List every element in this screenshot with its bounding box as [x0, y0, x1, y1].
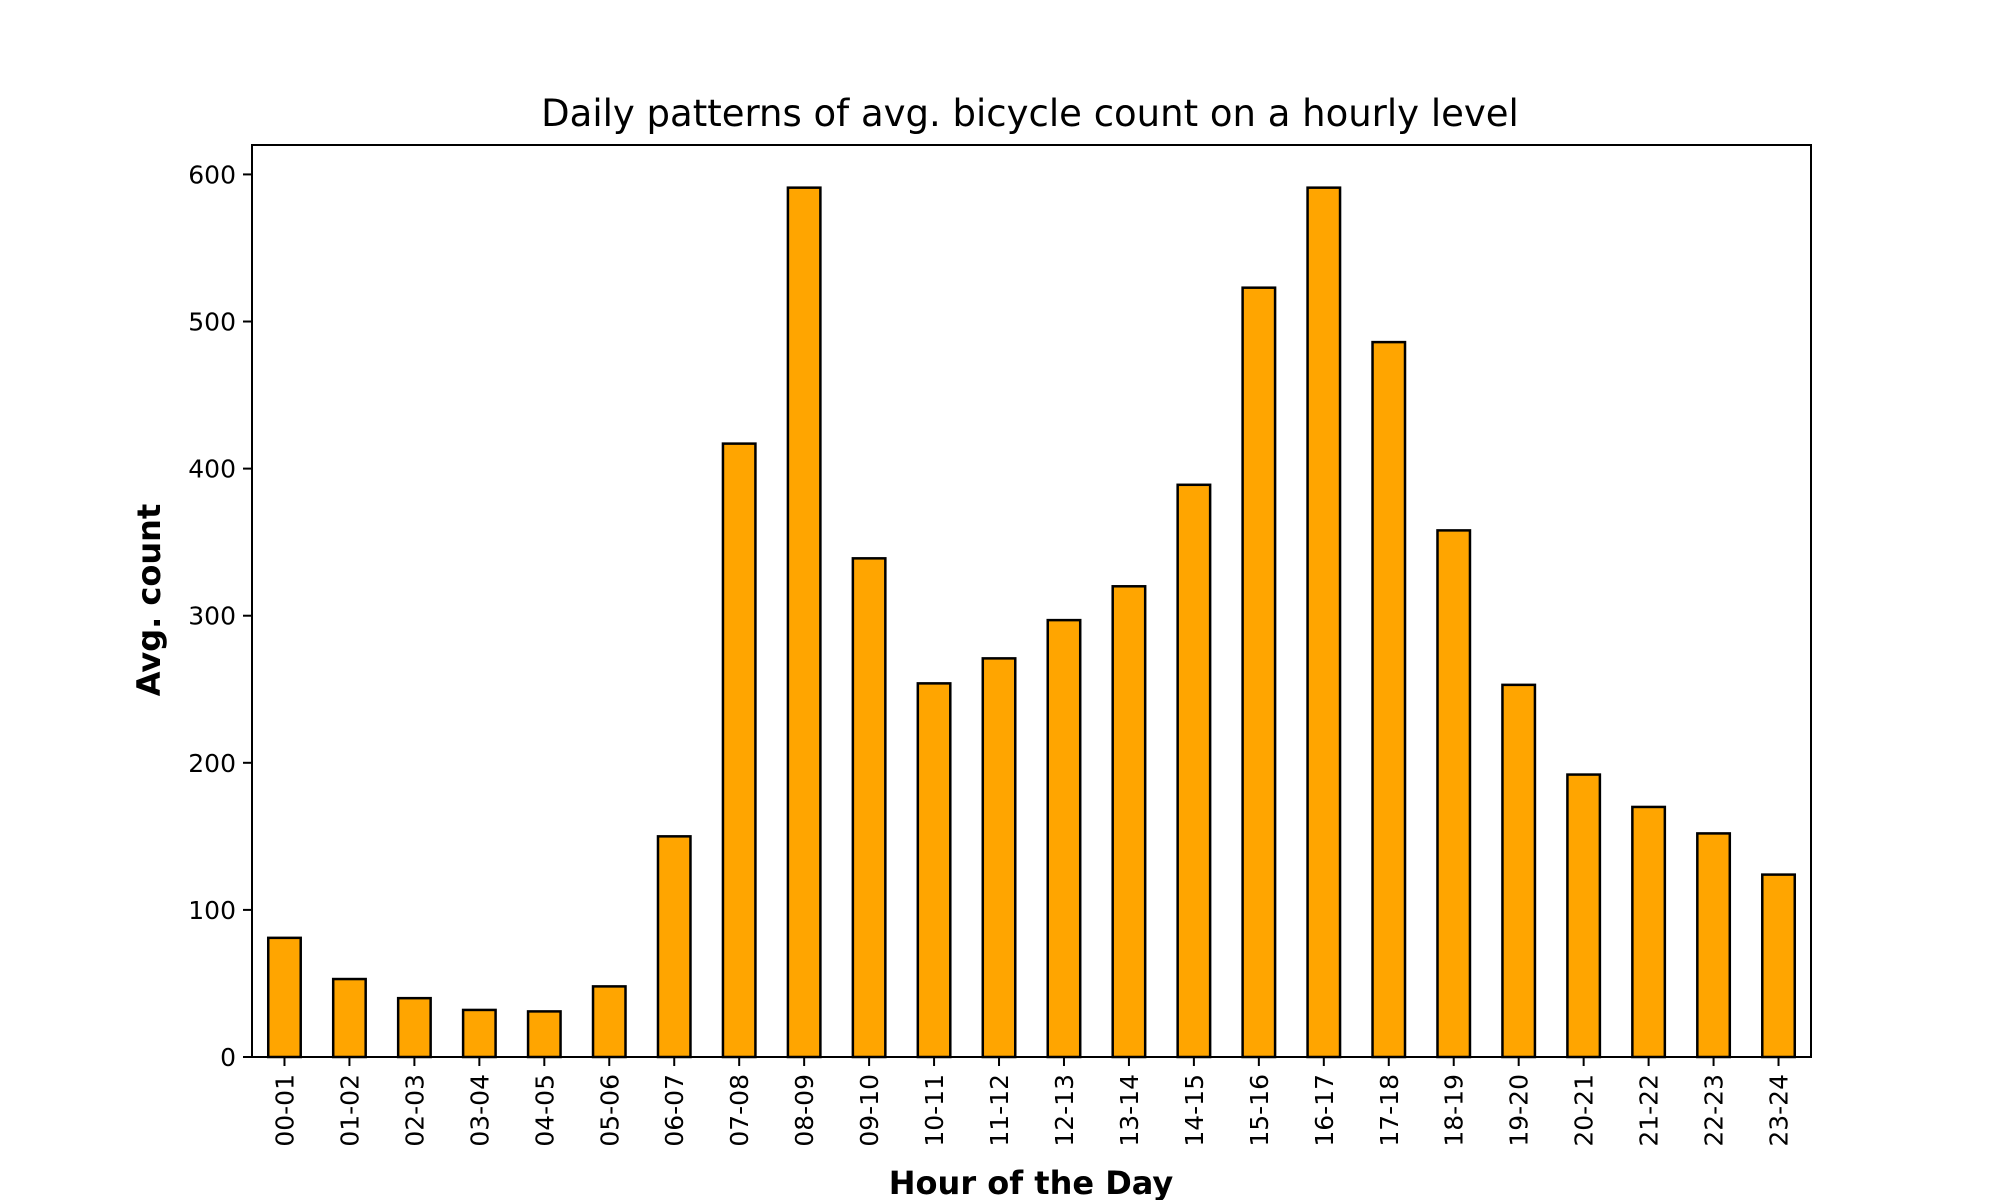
y-tick-label: 400: [188, 455, 236, 484]
x-tick-label: 12-13: [1050, 1074, 1079, 1147]
x-tick-label: 00-01: [270, 1074, 299, 1147]
x-tick-label: 21-22: [1635, 1074, 1664, 1147]
bar-05-06: [591, 985, 627, 1059]
y-tick-label: 200: [188, 749, 236, 778]
x-axis-label: Hour of the Day: [889, 1164, 1174, 1200]
x-tick-label: 01-02: [335, 1074, 364, 1147]
bar-04-05: [526, 1010, 562, 1059]
bar-19-20: [1501, 683, 1537, 1059]
bar-00-01: [266, 936, 302, 1059]
x-tick-label: 09-10: [855, 1074, 884, 1147]
x-tick-label: 13-14: [1115, 1074, 1144, 1147]
bar-06-07: [656, 835, 692, 1059]
bar-21-22: [1631, 805, 1667, 1059]
y-tick-label: 300: [188, 602, 236, 631]
bar-02-03: [396, 996, 432, 1059]
x-tick-label: 14-15: [1180, 1074, 1209, 1147]
x-tick-label: 23-24: [1765, 1074, 1794, 1147]
x-axis: 00-01 01-02 02-03 03-04 04-05 05-06 06-07 07-08…: [270, 1057, 1794, 1147]
y-axis: 0 100 200 300 400 500 600: [188, 160, 252, 1072]
plot-frame: [251, 144, 1812, 1058]
x-tick-label: 19-20: [1505, 1074, 1534, 1147]
bar-10-11: [916, 682, 952, 1059]
bar-15-16: [1241, 286, 1277, 1059]
bar-03-04: [461, 1008, 497, 1059]
bar-23-24: [1761, 873, 1797, 1059]
x-tick-label: 17-18: [1375, 1074, 1404, 1147]
x-tick-label: 15-16: [1245, 1074, 1274, 1147]
bar-22-23: [1696, 832, 1732, 1059]
bar-13-14: [1111, 585, 1147, 1059]
bar-07-08: [721, 442, 757, 1059]
x-tick-label: 08-09: [790, 1074, 819, 1147]
y-axis-label: Avg. count: [130, 504, 168, 697]
x-tick-label: 11-12: [985, 1074, 1014, 1147]
y-tick-label: 0: [220, 1043, 236, 1072]
bar-11-12: [981, 657, 1017, 1059]
x-tick-label: 20-21: [1570, 1074, 1599, 1147]
bar-20-21: [1566, 773, 1602, 1059]
x-tick-label: 04-05: [530, 1074, 559, 1147]
x-tick-label: 07-08: [725, 1074, 754, 1147]
bar-12-13: [1046, 618, 1082, 1059]
x-tick-label: 18-19: [1440, 1074, 1469, 1147]
x-tick-label: 05-06: [595, 1074, 624, 1147]
bar-01-02: [331, 977, 367, 1059]
x-tick-label: 02-03: [400, 1074, 429, 1147]
bar-16-17: [1306, 186, 1342, 1059]
bar-08-09: [786, 186, 822, 1059]
chart-title: Daily patterns of avg. bicycle count on …: [541, 92, 1519, 135]
x-tick-label: 16-17: [1310, 1074, 1339, 1147]
y-tick-label: 100: [188, 896, 236, 925]
x-tick-label: 22-23: [1700, 1074, 1729, 1147]
bar-18-19: [1436, 529, 1472, 1059]
bar-14-15: [1176, 483, 1212, 1059]
x-tick-label: 06-07: [660, 1074, 689, 1147]
bars-group: [266, 186, 1797, 1059]
x-tick-label: 03-04: [465, 1074, 494, 1147]
x-tick-label: 10-11: [920, 1074, 949, 1147]
y-tick-label: 500: [188, 308, 236, 337]
y-tick-label: 600: [188, 160, 236, 189]
bar-17-18: [1371, 340, 1407, 1059]
bar-09-10: [851, 557, 887, 1059]
